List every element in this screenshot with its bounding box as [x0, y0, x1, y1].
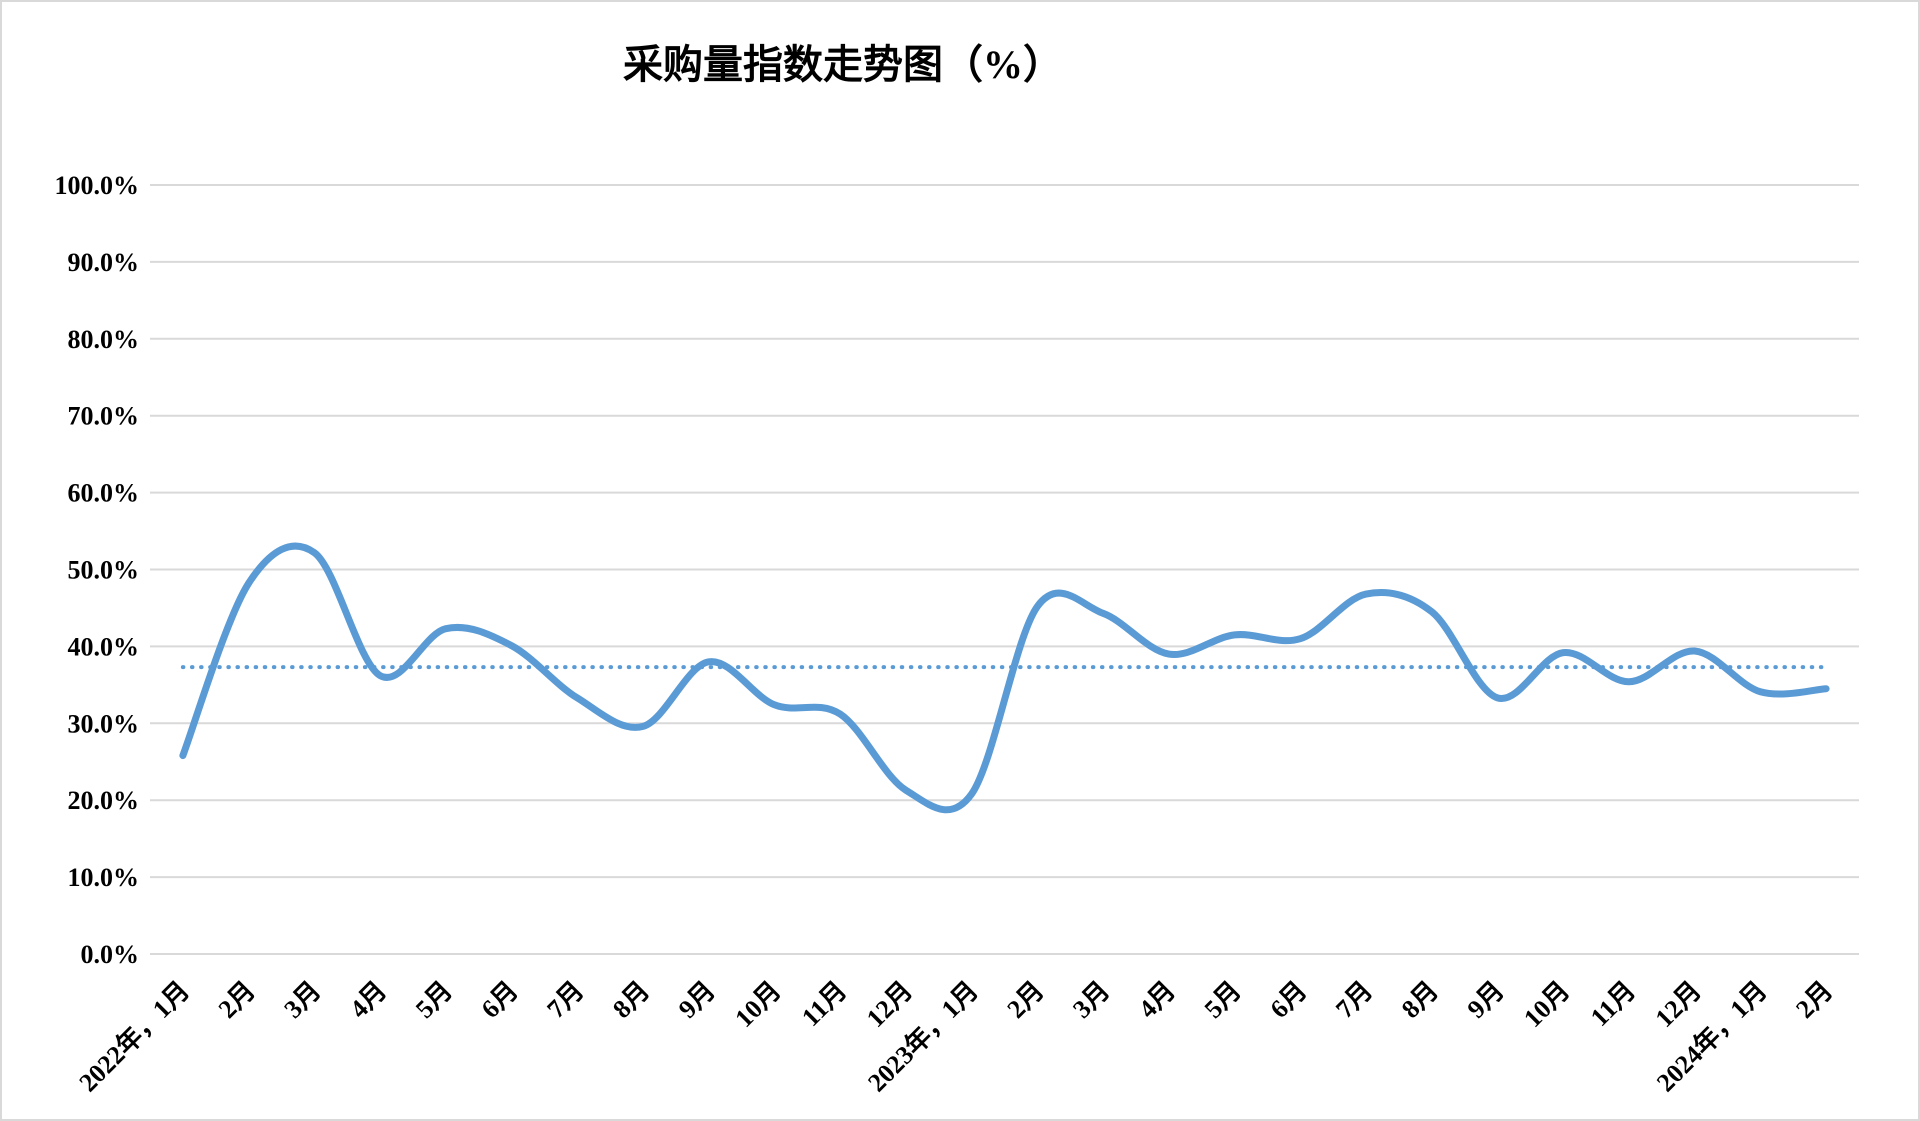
x-tick-label: 2月: [213, 976, 261, 1024]
y-tick-label: 30.0%: [68, 709, 140, 738]
x-tick-label: 4月: [344, 976, 392, 1024]
x-tick-label: 3月: [1067, 976, 1115, 1024]
y-axis-tick-labels: 0.0% 10.0% 20.0% 30.0% 40.0% 50.0% 60.0% 70.0% 8…: [55, 171, 140, 969]
y-tick-label: 40.0%: [68, 632, 140, 661]
y-tick-label: 90.0%: [68, 248, 140, 277]
x-tick-label: 8月: [607, 976, 655, 1024]
y-tick-label: 50.0%: [68, 556, 140, 585]
series-line: [179, 542, 1830, 814]
x-tick-label: 7月: [1330, 976, 1378, 1024]
x-tick-label: 12月: [861, 976, 918, 1033]
x-tick-label: 3月: [278, 976, 326, 1024]
x-tick-label: 4月: [1133, 976, 1181, 1024]
x-axis-tick-labels: 2022年，1月 2月 3月 4月 5月 6月 7月 8月 9月 10月 11月 12月2023年，1…: [73, 975, 1839, 1097]
x-tick-label: 10月: [1518, 976, 1575, 1033]
x-tick-label: 10月: [729, 976, 786, 1033]
x-tick-label: 7月: [541, 976, 589, 1024]
y-tick-label: 0.0%: [81, 940, 140, 969]
chart-title: 采购量指数走势图（%）: [623, 42, 1063, 87]
y-tick-label: 60.0%: [68, 479, 140, 508]
x-tick-label: 2022年，1月: [73, 975, 195, 1097]
x-tick-label: 5月: [1199, 976, 1247, 1024]
y-tick-label: 20.0%: [68, 786, 140, 815]
x-tick-label: 11月: [796, 976, 852, 1032]
x-tick-label: 6月: [476, 976, 524, 1024]
x-tick-label: 11月: [1585, 976, 1641, 1032]
x-tick-label: 6月: [1264, 976, 1312, 1024]
x-tick-label: 2月: [1002, 976, 1050, 1024]
gridlines: [150, 184, 1859, 955]
x-tick-label: 8月: [1396, 976, 1444, 1024]
x-tick-label: 12月: [1650, 976, 1707, 1033]
x-tick-label: 9月: [1462, 976, 1510, 1024]
x-tick-label: 5月: [410, 976, 458, 1024]
y-tick-label: 100.0%: [55, 171, 140, 200]
y-tick-label: 10.0%: [68, 863, 140, 892]
x-tick-label: 9月: [673, 976, 721, 1024]
x-tick-label: 2月: [1790, 976, 1838, 1024]
y-tick-label: 70.0%: [68, 402, 140, 431]
y-tick-label: 80.0%: [68, 325, 140, 354]
